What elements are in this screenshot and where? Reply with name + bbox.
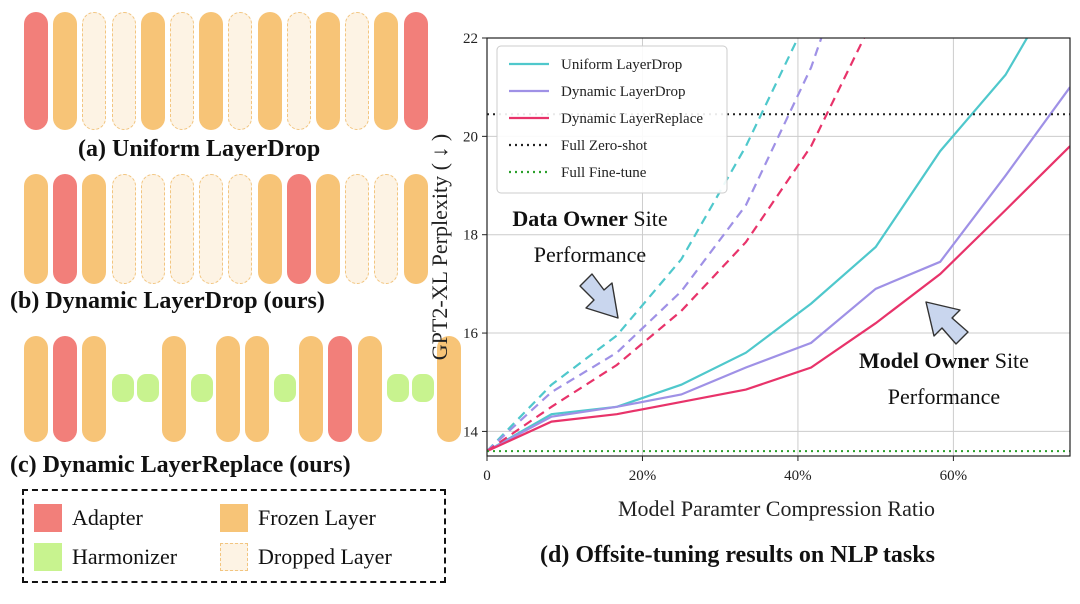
frozen-layer — [357, 336, 382, 442]
adapter-layer — [286, 174, 311, 284]
legend-dropped-label: Dropped Layer — [258, 544, 392, 569]
x-tick-label: 20% — [629, 468, 657, 484]
dropped-layer — [286, 12, 311, 130]
frozen-swatch — [220, 504, 248, 532]
frozen-layer — [24, 174, 48, 284]
dropped-layer — [170, 12, 194, 130]
harmonizer-swatch — [34, 543, 62, 571]
frozen-layer — [257, 12, 282, 130]
data-owner-annotation: Data Owner Site — [512, 206, 667, 231]
series-line-3 — [487, 38, 799, 452]
dropped-layer — [374, 174, 399, 284]
harmonizer-layer — [136, 374, 159, 402]
frozen-layer — [140, 12, 165, 130]
y-axis-label: GPT2-XL Perplexity ( ↓ ) — [427, 134, 452, 360]
dropped-layer — [228, 174, 253, 284]
layer-legend: Adapter Frozen Layer Harmonizer Dropped … — [22, 489, 446, 583]
frozen-layer — [53, 12, 78, 130]
x-tick-label: 40% — [784, 468, 812, 484]
adapter-layer — [328, 336, 353, 442]
adapter-layer — [24, 12, 48, 130]
caption-uniform-layerdrop: (a) Uniform LayerDrop — [78, 136, 321, 162]
plot-frame — [486, 37, 1071, 457]
legend-frozen-label: Frozen Layer — [258, 505, 376, 530]
chart-legend-box — [496, 45, 728, 194]
dropped-layer — [345, 174, 370, 284]
series-line-2 — [487, 145, 1070, 453]
legend-label: Uniform LayerDrop — [561, 57, 682, 73]
frozen-layer — [374, 12, 399, 130]
frozen-layer — [299, 336, 324, 442]
x-tick-label: 0 — [483, 468, 491, 484]
series-line-1 — [487, 86, 1070, 453]
x-axis-label: Model Paramter Compression Ratio — [618, 496, 935, 521]
legend-label: Dynamic LayerReplace — [561, 111, 703, 127]
adapter-layer — [403, 12, 428, 130]
adapter-swatch — [34, 504, 62, 532]
dropped-swatch — [220, 543, 248, 571]
frozen-layer — [316, 174, 340, 284]
legend-adapter-label: Adapter — [72, 505, 143, 530]
adapter-layer — [53, 174, 78, 284]
dropped-layer — [345, 12, 370, 130]
legend-harmonizer-label: Harmonizer — [72, 544, 178, 569]
series-line-0 — [487, 38, 1029, 453]
x-tick-label: 60% — [940, 468, 968, 484]
harmonizer-layer — [190, 374, 213, 402]
data-owner-annotation-line2: Performance — [534, 242, 646, 267]
y-tick-label: 18 — [463, 228, 478, 244]
y-tick-label: 14 — [463, 424, 479, 440]
dropped-layer — [82, 12, 107, 130]
y-tick-label: 20 — [463, 129, 478, 145]
dropped-layer — [111, 12, 136, 130]
series-line-4 — [487, 38, 823, 452]
legend-label: Dynamic LayerDrop — [561, 84, 686, 100]
frozen-layer — [245, 336, 269, 442]
model-owner-annotation: Model Owner Site — [859, 348, 1029, 373]
frozen-layer — [82, 336, 107, 442]
adapter-layer — [53, 336, 78, 442]
harmonizer-layer — [386, 374, 409, 402]
frozen-layer — [403, 174, 428, 284]
model-owner-annotation-line2: Performance — [888, 384, 1000, 409]
frozen-layer — [215, 336, 240, 442]
perplexity-chart: 0 20% 40% 60% 14 16 18 20 22 Model Paramter Compr… — [427, 31, 1071, 521]
legend-label: Full Fine-tune — [561, 165, 647, 181]
frozen-layer — [24, 336, 48, 442]
dropped-layer — [228, 12, 253, 130]
legend-label: Full Zero-shot — [561, 138, 648, 154]
dropped-layer — [170, 174, 194, 284]
frozen-layer — [82, 174, 107, 284]
series-line-5 — [487, 38, 865, 453]
caption-dynamic-layerdrop: (b) Dynamic LayerDrop (ours) — [10, 288, 325, 314]
data-owner-arrow — [579, 273, 619, 319]
chart-caption: (d) Offsite-tuning results on NLP tasks — [540, 542, 935, 568]
frozen-layer — [161, 336, 186, 442]
frozen-layer — [436, 336, 461, 442]
dropped-layer — [111, 174, 136, 284]
model-owner-arrow — [925, 301, 969, 345]
dropped-layer — [140, 174, 165, 284]
harmonizer-layer — [411, 374, 434, 402]
caption-dynamic-layerreplace: (c) Dynamic LayerReplace (ours) — [10, 452, 351, 478]
harmonizer-layer — [111, 374, 134, 402]
frozen-layer — [257, 174, 282, 284]
y-tick-label: 22 — [463, 31, 478, 47]
harmonizer-layer — [274, 374, 297, 402]
dropped-layer — [199, 174, 224, 284]
y-tick-label: 16 — [463, 326, 479, 342]
frozen-layer — [199, 12, 224, 130]
frozen-layer — [316, 12, 340, 130]
